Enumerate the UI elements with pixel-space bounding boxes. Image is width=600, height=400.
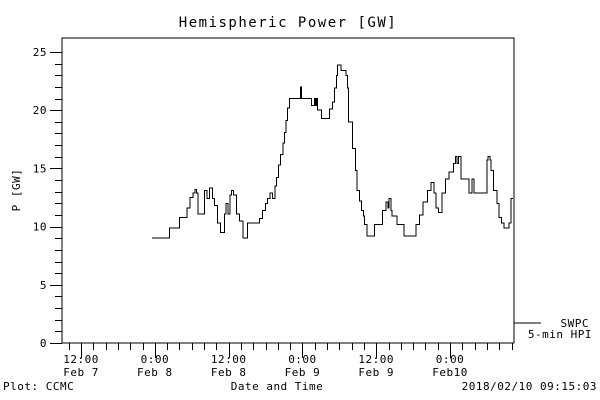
x-tick-label-date: Feb 9 [285,366,321,379]
x-tick-label-time: 0:00 [436,353,465,366]
y-tick-label: 15 [33,162,47,175]
x-axis-title: Date and Time [231,380,324,393]
y-tick-label: 25 [33,46,47,59]
x-tick-label-date: Feb 8 [211,366,247,379]
y-tick-label: 20 [33,104,47,117]
y-axis-tick-labels: 0 5 10 15 20 25 [33,46,47,350]
y-axis-title: P [GW] [10,169,23,212]
x-tick-label-time: 12:00 [358,353,394,366]
y-tick-label: 10 [33,221,47,234]
footer-timestamp: 2018/02/10 09:15:03 [462,380,597,393]
legend-label-source: SWPC [561,317,590,330]
x-tick-label-time: 12:00 [211,353,247,366]
plot-frame [61,37,515,344]
data-series-group [151,64,513,239]
x-axis-ticks [69,343,513,358]
x-tick-label-time: 0:00 [288,353,317,366]
x-tick-label-time: 0:00 [141,353,170,366]
y-axis-ticks [50,52,62,344]
legend-label-series: 5-min HPI [528,328,592,341]
x-tick-label-date: Feb 8 [137,366,173,379]
y-tick-label: 5 [40,279,47,292]
x-tick-label-time: 12:00 [63,353,99,366]
x-tick-label-date: Feb10 [432,366,468,379]
footer-plot-credit: Plot: CCMC [3,380,74,393]
x-tick-label-date: Feb 7 [63,366,99,379]
x-tick-label-date: Feb 9 [358,366,394,379]
hpi-step-line [151,64,513,239]
y-tick-label: 0 [40,337,47,350]
chart-title: Hemispheric Power [GW] [179,15,397,31]
